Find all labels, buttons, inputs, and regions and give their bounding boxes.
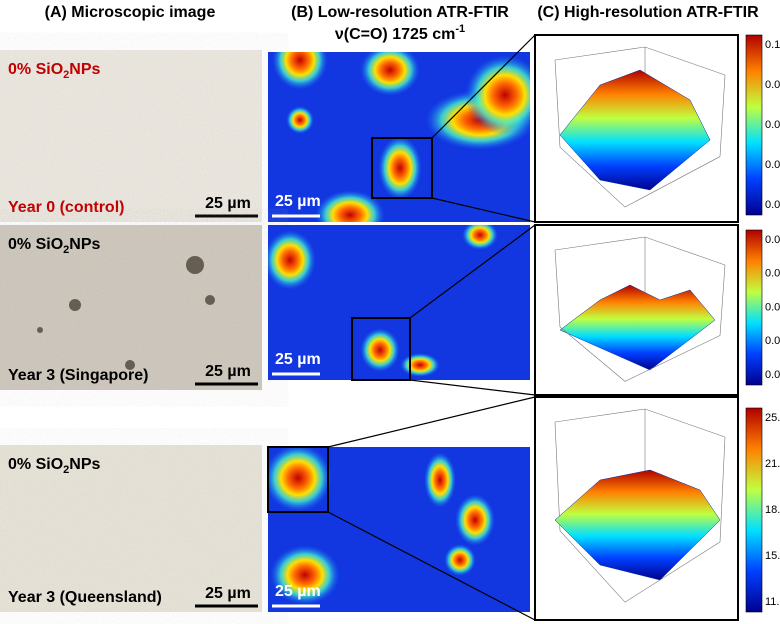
surface bbox=[559, 69, 711, 191]
box-wire bbox=[559, 530, 721, 603]
box-wire bbox=[554, 46, 726, 157]
hotspot bbox=[400, 353, 440, 377]
box-wire bbox=[559, 146, 721, 208]
zoom-line bbox=[327, 511, 536, 621]
colorbar bbox=[745, 34, 763, 216]
colorbar-tick-label: 0.10 bbox=[765, 39, 780, 51]
hotspot bbox=[272, 52, 328, 90]
hotspot bbox=[286, 106, 314, 134]
heatmap bbox=[268, 52, 530, 222]
scale-bar-label: 25 µm bbox=[205, 363, 251, 380]
condition-label: Year 3 (Singapore) bbox=[8, 367, 149, 384]
colorbar-tick-label: 15.5 bbox=[765, 550, 780, 562]
heatmap bbox=[268, 225, 530, 380]
colorbar-tick-label: 25.5 bbox=[765, 412, 780, 424]
colorbar-tick-label: 18.5 bbox=[765, 504, 780, 516]
sample-sub: 2 bbox=[63, 69, 69, 81]
colorbar bbox=[745, 407, 763, 613]
hotspot bbox=[462, 225, 498, 250]
row: 0% SiO2NPs Year 0 (control) 25 µm 25 µm 0.1 0… bbox=[0, 34, 780, 223]
heatmap bbox=[268, 447, 530, 612]
condition-label: Year 3 (Queensland) bbox=[8, 589, 162, 606]
box-wire bbox=[559, 326, 721, 382]
sample-sub: 2 bbox=[63, 464, 69, 476]
sample-label: 0% SiO2NPs bbox=[8, 61, 100, 81]
colorbar-tick-label: 11.5 bbox=[765, 596, 780, 608]
colorbar-tick-label: 0.05 bbox=[765, 234, 780, 246]
zoom-line bbox=[327, 396, 536, 448]
particle bbox=[205, 295, 215, 305]
hotspot bbox=[268, 230, 316, 290]
colorbar-tick-label: 0.01 bbox=[765, 199, 780, 211]
hotspot bbox=[360, 52, 420, 96]
surface bbox=[554, 469, 721, 581]
header-b-sub: ν(C=O) 1725 cm-1 bbox=[335, 23, 465, 43]
colorbar-tick-label: 0.04 bbox=[765, 268, 780, 280]
sample-suffix: NPs bbox=[69, 456, 100, 473]
colorbar-tick-label: 0.08 bbox=[765, 79, 780, 91]
row: 0% SiO2NPs Year 3 (Queensland) 25 µm 25 µm 2… bbox=[0, 396, 780, 621]
hotspot bbox=[268, 447, 332, 512]
image-grain bbox=[0, 445, 262, 612]
colorbar-tick-label: 21.5 bbox=[765, 458, 780, 470]
zoom-line bbox=[409, 224, 536, 319]
colorbar bbox=[745, 229, 763, 386]
sample-prefix: 0% SiO bbox=[8, 456, 63, 473]
header-c: (C) High-resolution ATR-FTIR bbox=[537, 4, 759, 21]
sample-prefix: 0% SiO bbox=[8, 236, 63, 253]
colorbar-tick-label: 0.02 bbox=[765, 335, 780, 347]
tspan: ν(C=O) 1725 cm bbox=[335, 26, 456, 43]
colorbar-tick-label: 0.03 bbox=[765, 301, 780, 313]
sample-label: 0% SiO2NPs bbox=[8, 456, 100, 476]
hotspot bbox=[378, 136, 422, 200]
sample-suffix: NPs bbox=[69, 236, 100, 253]
scale-bar-label: 25 µm bbox=[275, 583, 321, 600]
zoom-line bbox=[431, 197, 536, 223]
colorbar-tick-label: 0.01 bbox=[765, 369, 780, 381]
sample-sub: 2 bbox=[63, 244, 69, 256]
box-wire bbox=[554, 408, 726, 542]
sample-label: 0% SiO2NPs bbox=[8, 236, 100, 256]
zoom-box bbox=[371, 137, 433, 199]
scale-bar-label: 25 µm bbox=[275, 351, 321, 368]
colorbar-tick-label: 0.06 bbox=[765, 119, 780, 131]
zoom-box bbox=[267, 446, 329, 513]
particle bbox=[37, 327, 43, 333]
scale-bar-label: 25 µm bbox=[205, 585, 251, 602]
tspan: -1 bbox=[455, 23, 465, 35]
zoom-box bbox=[351, 317, 411, 381]
image-grain bbox=[0, 50, 262, 222]
hotspot bbox=[315, 190, 385, 222]
colorbar-tick-label: 0.04 bbox=[765, 159, 780, 171]
box-wire bbox=[554, 236, 726, 336]
particle bbox=[125, 360, 135, 370]
surface bbox=[559, 284, 716, 371]
sample-suffix: NPs bbox=[69, 61, 100, 78]
hotspot bbox=[465, 55, 530, 135]
condition-label: Year 0 (control) bbox=[8, 199, 124, 216]
sample-prefix: 0% SiO bbox=[8, 61, 63, 78]
particle bbox=[69, 299, 81, 311]
hotspot bbox=[360, 328, 400, 372]
hotspot bbox=[444, 544, 476, 576]
zoom-line bbox=[409, 379, 536, 396]
scale-bar-label: 25 µm bbox=[205, 195, 251, 212]
header-b: (B) Low-resolution ATR-FTIR bbox=[291, 4, 509, 21]
hotspot bbox=[424, 452, 456, 508]
row: 0% SiO2NPs Year 3 (Singapore) 25 µm 25 µm 0.… bbox=[0, 224, 780, 396]
particle bbox=[186, 256, 204, 274]
hotspot bbox=[270, 545, 340, 605]
scale-bar-label: 25 µm bbox=[275, 193, 321, 210]
zoom-line bbox=[431, 34, 536, 139]
hotspot bbox=[455, 494, 495, 546]
header-a: (A) Microscopic image bbox=[45, 4, 216, 21]
